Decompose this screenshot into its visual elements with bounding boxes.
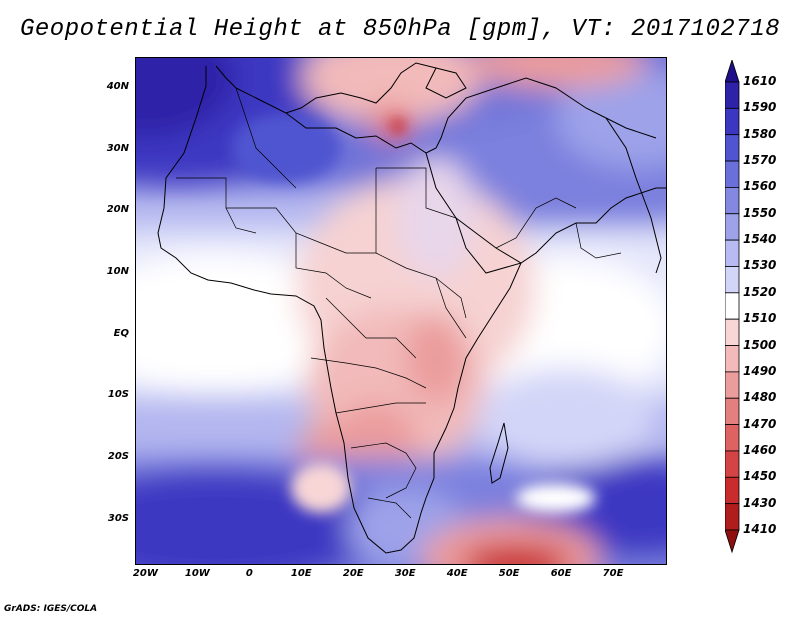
colorbar-min-triangle (725, 529, 740, 554)
footer-credit: GrADS: IGES/COLA (4, 604, 98, 614)
colorbar-tick-label: 1530 (743, 258, 777, 273)
colorbar-segment (725, 424, 740, 452)
colorbar-tick-label: 1450 (743, 469, 777, 484)
colorbar-tick-label: 1510 (743, 311, 777, 326)
y-tick-label: 30S (107, 512, 129, 524)
y-tick-label: 10S (107, 389, 129, 401)
y-tick-label: 20N (106, 204, 129, 216)
colorbar-segment (725, 318, 740, 346)
x-tick-label: 20W (132, 568, 158, 579)
map-panel (135, 57, 667, 565)
colorbar-tick-label: 1560 (743, 179, 777, 194)
colorbar-segment (725, 292, 740, 320)
colorbar-segment (725, 397, 740, 425)
colorbar-tick-label: 1490 (743, 363, 777, 378)
colorbar-max-triangle (725, 60, 740, 83)
colorbar-segment (725, 160, 740, 188)
colorbar-tick-label: 1480 (743, 390, 777, 405)
colorbar-segment (725, 239, 740, 267)
colorbar-tick-label: 1590 (743, 100, 777, 115)
colorbar-segment (725, 134, 740, 162)
x-tick-label: 30E (394, 568, 416, 579)
country-borders (176, 87, 622, 519)
x-tick-label: 40E (446, 568, 468, 579)
coastlines (157, 62, 666, 554)
colorbar-tick-label: 1460 (743, 442, 777, 457)
colorbar-tick-label: 1580 (743, 126, 777, 141)
chart-title: Geopotential Height at 850hPa [gpm], VT:… (19, 16, 781, 43)
x-tick-label: 10E (290, 568, 312, 579)
colorbar-tick-label: 1550 (743, 205, 777, 220)
x-tick-label: 0 (245, 568, 253, 579)
x-tick-label: 60E (550, 568, 572, 579)
y-tick-label: EQ (113, 327, 129, 339)
colorbar-segment (725, 345, 740, 373)
colorbar-segment (725, 81, 740, 109)
colorbar-tick-label: 1610 (743, 74, 777, 88)
colorbar-segment (725, 371, 740, 399)
colorbar (725, 60, 740, 554)
colorbar-segment (725, 503, 740, 531)
colorbar-segment (725, 476, 740, 505)
colorbar-tick-label: 1500 (743, 337, 777, 352)
x-tick-label: 50E (498, 568, 520, 579)
colorbar-segment (725, 213, 740, 241)
x-tick-label: 10W (184, 568, 210, 579)
colorbar-segment (725, 450, 740, 478)
colorbar-tick-label: 1430 (743, 495, 777, 510)
x-tick-label: 20E (342, 568, 364, 579)
y-tick-label: 20S (107, 451, 129, 463)
colorbar-tick-label: 1470 (743, 416, 777, 431)
colorbar-tick-label: 1540 (743, 232, 777, 247)
height-field (136, 58, 666, 564)
colorbar-segment (725, 187, 740, 215)
colorbar-segment (725, 266, 740, 294)
colorbar-tick-label: 1410 (743, 522, 777, 536)
y-tick-label: 10N (106, 265, 129, 277)
y-tick-label: 40N (106, 80, 129, 92)
colorbar-segment (725, 107, 740, 136)
y-tick-label: 30N (106, 142, 129, 154)
colorbar-tick-label: 1570 (743, 153, 777, 168)
map-canvas (136, 58, 666, 564)
colorbar-tick-label: 1520 (743, 284, 777, 299)
x-tick-label: 70E (602, 568, 624, 579)
height-field-detail (231, 113, 596, 513)
